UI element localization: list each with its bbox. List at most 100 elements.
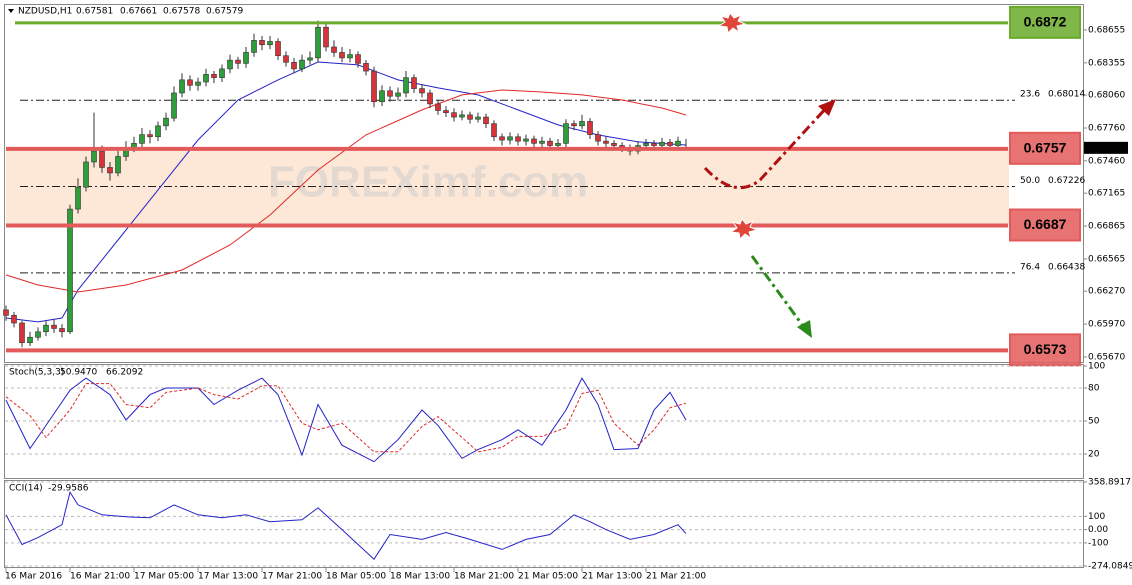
x-tick-label: 17 Mar 21:00 <box>262 572 322 582</box>
panel-title: CCI(14) <box>9 484 43 494</box>
candle-body <box>507 136 513 141</box>
ohlc-readout: 0.67581 <box>76 7 113 17</box>
candle-body <box>147 134 153 138</box>
candle-body <box>155 125 161 138</box>
y-tick-label: 0.65970 <box>1088 320 1125 330</box>
fib-price: 0.67226 <box>1048 176 1085 186</box>
y-tick-label: 0.66865 <box>1088 222 1125 232</box>
level-label: 0.6687 <box>1024 216 1067 232</box>
y-tick-label: 0.65670 <box>1088 352 1125 362</box>
candle-body <box>459 114 465 118</box>
candle-body <box>51 324 57 329</box>
candle-body <box>139 134 145 144</box>
ohlc-readout: 0.67579 <box>206 7 243 17</box>
x-tick-label: 16 Mar 2016 <box>5 572 62 582</box>
candle-body <box>307 57 313 61</box>
candle-body <box>475 116 481 120</box>
support-zone <box>6 148 1009 226</box>
candle-body <box>403 77 409 94</box>
x-tick-label: 17 Mar 05:00 <box>134 572 194 582</box>
candle-body <box>259 40 265 46</box>
burst <box>717 12 747 35</box>
panel-readout: -29.9586 <box>48 484 89 494</box>
y-tick-label: 0.68060 <box>1088 91 1125 101</box>
candle-body <box>283 55 289 63</box>
candle-body <box>171 92 177 119</box>
x-tick-label: 16 Mar 21:00 <box>70 572 130 582</box>
level-box <box>1009 333 1081 367</box>
candle-body <box>339 52 345 59</box>
candle-body <box>315 26 321 59</box>
candle-body <box>643 143 649 146</box>
candle-body <box>675 140 681 146</box>
level-label: 0.6757 <box>1024 140 1067 156</box>
candle-body <box>107 167 113 174</box>
candle-body <box>275 41 281 57</box>
y-tick-label: 0.67165 <box>1088 189 1125 199</box>
candle-body <box>235 59 241 64</box>
candle-body <box>91 150 97 163</box>
candle-body <box>563 123 569 144</box>
fib-price: 0.68014 <box>1048 90 1085 100</box>
panel-readout: 66.2092 <box>106 368 143 378</box>
candle-body <box>419 88 425 94</box>
candle-body <box>267 41 273 46</box>
y-tick-label: 0.66270 <box>1088 287 1125 297</box>
candle-body <box>435 103 441 111</box>
candle-body <box>427 92 433 105</box>
candle-body <box>571 123 577 127</box>
zone-layer <box>6 148 1009 226</box>
candle-body <box>67 208 73 333</box>
y-tick-label: -100 <box>1088 538 1109 548</box>
candle-body <box>587 121 593 135</box>
y-tick-label: 0.67760 <box>1088 124 1125 134</box>
candle-body <box>363 63 369 72</box>
x-tick-label: 18 Mar 13:00 <box>390 572 450 582</box>
y-tick-label: 80 <box>1088 384 1100 394</box>
candle-body <box>227 59 233 70</box>
price-tag-label: 0.67579 <box>1087 143 1124 153</box>
x-tick-label: 21 Mar 13:00 <box>582 572 642 582</box>
candle-body <box>243 52 249 64</box>
indicator-line <box>5 89 687 293</box>
down-arrow <box>750 255 808 331</box>
candle-body <box>611 143 617 146</box>
y-tick-label: 100 <box>1088 362 1105 372</box>
price-tag <box>1084 141 1128 154</box>
candle-body <box>595 134 601 142</box>
candle-body <box>347 54 353 59</box>
candle-body <box>411 77 417 89</box>
candle-body <box>499 136 505 141</box>
y-tick-label: -274.0849 <box>1088 562 1132 572</box>
ohlc-readout: 0.67578 <box>163 7 200 17</box>
panel-title: Stoch(5,3,3) <box>9 368 64 378</box>
up-arrowhead <box>818 99 836 116</box>
candle-body <box>43 324 49 333</box>
candle-body <box>203 74 209 83</box>
ohlc-readout: 0.67661 <box>120 7 157 17</box>
candle-body <box>115 156 121 174</box>
chart-title: NZDUSD,H1 <box>18 7 72 17</box>
candle-body <box>355 54 361 64</box>
candle-body <box>75 186 81 210</box>
level-box <box>1009 5 1081 39</box>
candle-body <box>195 81 201 86</box>
y-tick-label: 50 <box>1088 417 1100 427</box>
level-box <box>1009 208 1081 242</box>
candle-body <box>451 112 457 118</box>
candle-body <box>651 143 657 146</box>
down-arrowhead <box>797 320 812 338</box>
price-panel <box>4 4 1084 363</box>
y-tick-label: 358.8917 <box>1088 478 1131 488</box>
candle-body <box>515 136 521 142</box>
x-tick-label: 21 Mar 21:00 <box>646 572 706 582</box>
chart-layer: FOREXimf.com NZDUSD,H1 0.67581 0.67661 0.675… <box>3 5 1132 582</box>
candle-body <box>299 59 305 70</box>
fib-label: 23.6 <box>1020 90 1040 100</box>
fib-label: 76.4 <box>1020 262 1040 272</box>
cci-panel <box>4 480 1084 568</box>
y-tick-label: 0.66565 <box>1088 254 1125 264</box>
candle-body <box>603 140 609 144</box>
level-label: 0.6573 <box>1024 341 1067 357</box>
